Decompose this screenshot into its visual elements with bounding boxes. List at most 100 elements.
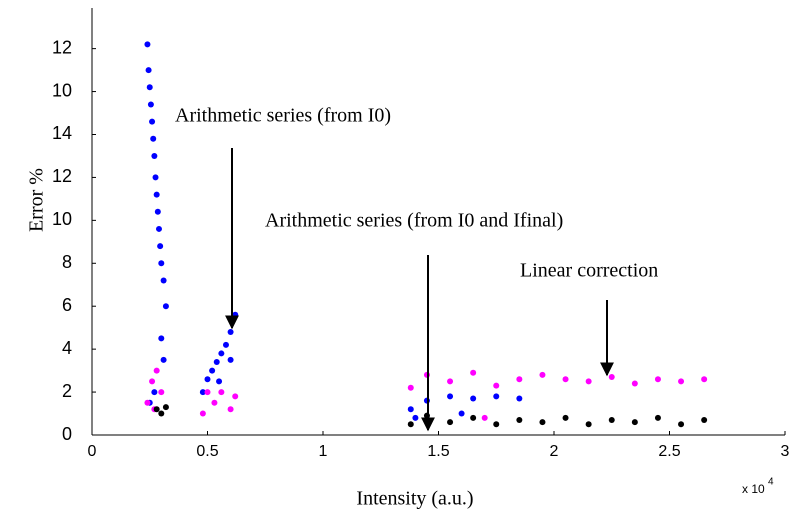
scatter-point — [160, 356, 167, 363]
scatter-point — [158, 410, 165, 417]
x-tick-label: 3 — [781, 443, 790, 460]
scatter-point — [160, 277, 167, 284]
x-axis-label: Intensity (a.u.) — [356, 488, 473, 510]
scatter-point — [232, 393, 239, 400]
scatter-point — [423, 397, 430, 404]
scatter-point — [516, 376, 523, 383]
scatter-point — [585, 378, 592, 385]
scatter-point — [470, 414, 477, 421]
scatter-point — [204, 389, 211, 396]
y-tick-label: 0 — [62, 424, 72, 444]
scatter-point — [209, 367, 216, 374]
scatter-point — [701, 416, 708, 423]
scatter-point — [145, 67, 152, 74]
scatter-point — [222, 341, 229, 348]
scatter-point — [412, 414, 419, 421]
scatter-point — [447, 393, 454, 400]
scatter-point — [423, 371, 430, 378]
scatter-point — [608, 416, 615, 423]
scatter-point — [151, 152, 158, 159]
scatter-point — [232, 311, 239, 318]
x-tick-label: 2 — [550, 443, 559, 460]
scatter-point — [678, 421, 685, 428]
scatter-point — [585, 421, 592, 428]
scatter-point — [153, 406, 160, 413]
y-tick-label: 8 — [62, 252, 72, 272]
scatter-point — [213, 359, 220, 366]
scatter-point — [157, 243, 164, 250]
scatter-point — [149, 118, 156, 125]
scatter-point — [631, 380, 638, 387]
scatter-point — [158, 260, 165, 267]
scatter-point — [227, 328, 234, 335]
y-tick-label: 10 — [52, 80, 72, 100]
scatter-point — [562, 376, 569, 383]
y-tick-label: 12 — [52, 37, 72, 57]
scatter-point — [153, 367, 160, 374]
annotation: Arithmetic series (from I0) — [175, 105, 391, 127]
x-tick-label: 2.5 — [658, 443, 680, 460]
x-tick-label: 0 — [88, 443, 97, 460]
scatter-point — [151, 389, 158, 396]
scatter-point — [204, 376, 211, 383]
scatter-point — [153, 191, 160, 198]
scatter-point — [493, 421, 500, 428]
scatter-point — [227, 406, 234, 413]
scatter-point — [678, 378, 685, 385]
scatter-point — [493, 393, 500, 400]
scatter-point — [423, 412, 430, 419]
x-tick-label: 1 — [319, 443, 328, 460]
y-tick-label: 4 — [62, 338, 72, 358]
scatter-point — [227, 356, 234, 363]
scatter-point — [146, 84, 153, 91]
scatter-point — [158, 335, 165, 342]
scatter-point — [144, 41, 151, 48]
scatter-point — [218, 350, 225, 357]
scatter-point — [199, 389, 206, 396]
scatter-point — [608, 374, 615, 381]
scatter-point — [458, 410, 465, 417]
y-tick-label: 2 — [62, 381, 72, 401]
scatter-point — [162, 404, 169, 411]
scatter-point — [516, 395, 523, 402]
scatter-point — [470, 369, 477, 376]
y-tick-label: 10 — [52, 209, 72, 229]
scatter-point — [152, 174, 159, 181]
scatter-point — [147, 101, 154, 108]
scatter-point — [218, 389, 225, 396]
x-tick-label: 1.5 — [427, 443, 449, 460]
scatter-point — [562, 414, 569, 421]
x-tick-label: 0.5 — [196, 443, 218, 460]
scatter-point — [481, 414, 488, 421]
scatter-point — [654, 376, 661, 383]
scatter-point — [154, 208, 161, 215]
scatter-point — [407, 406, 414, 413]
x-multiplier-exponent: 4 — [768, 477, 774, 488]
scatter-point — [701, 376, 708, 383]
scatter-point — [447, 419, 454, 426]
scatter-point — [654, 414, 661, 421]
y-tick-label: 14 — [52, 123, 72, 143]
scatter-point — [158, 389, 165, 396]
y-tick-label: 12 — [52, 166, 72, 186]
y-tick-label: 6 — [62, 295, 72, 315]
scatter-point — [155, 225, 162, 232]
scatter-point — [470, 395, 477, 402]
x-multiplier: x 10 — [742, 482, 765, 496]
scatter-point — [539, 419, 546, 426]
scatter-point — [211, 399, 218, 406]
plot-area — [144, 41, 708, 428]
scatter-point — [150, 135, 157, 142]
scatter-point — [149, 378, 156, 385]
scatter-point — [199, 410, 206, 417]
scatter-point — [144, 399, 151, 406]
scatter-point — [539, 371, 546, 378]
scatter-point — [407, 421, 414, 428]
scatter-point — [216, 378, 223, 385]
y-axis-label: Error % — [26, 168, 48, 232]
scatter-point — [631, 419, 638, 426]
scatter-point — [162, 303, 169, 310]
scatter-point — [447, 378, 454, 385]
